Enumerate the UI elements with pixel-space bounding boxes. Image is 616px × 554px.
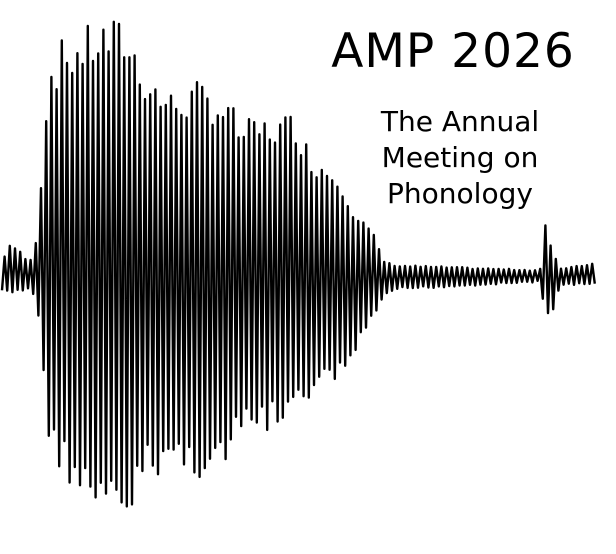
subtitle-line-3: Phonology <box>387 177 533 210</box>
subtitle-line-1: The Annual <box>380 105 540 138</box>
logo-subtitle: The Annual Meeting on Phonology <box>360 104 560 212</box>
subtitle-line-2: Meeting on <box>381 141 539 174</box>
logo-title: AMP 2026 <box>331 24 575 79</box>
waveform-trace <box>0 20 596 508</box>
